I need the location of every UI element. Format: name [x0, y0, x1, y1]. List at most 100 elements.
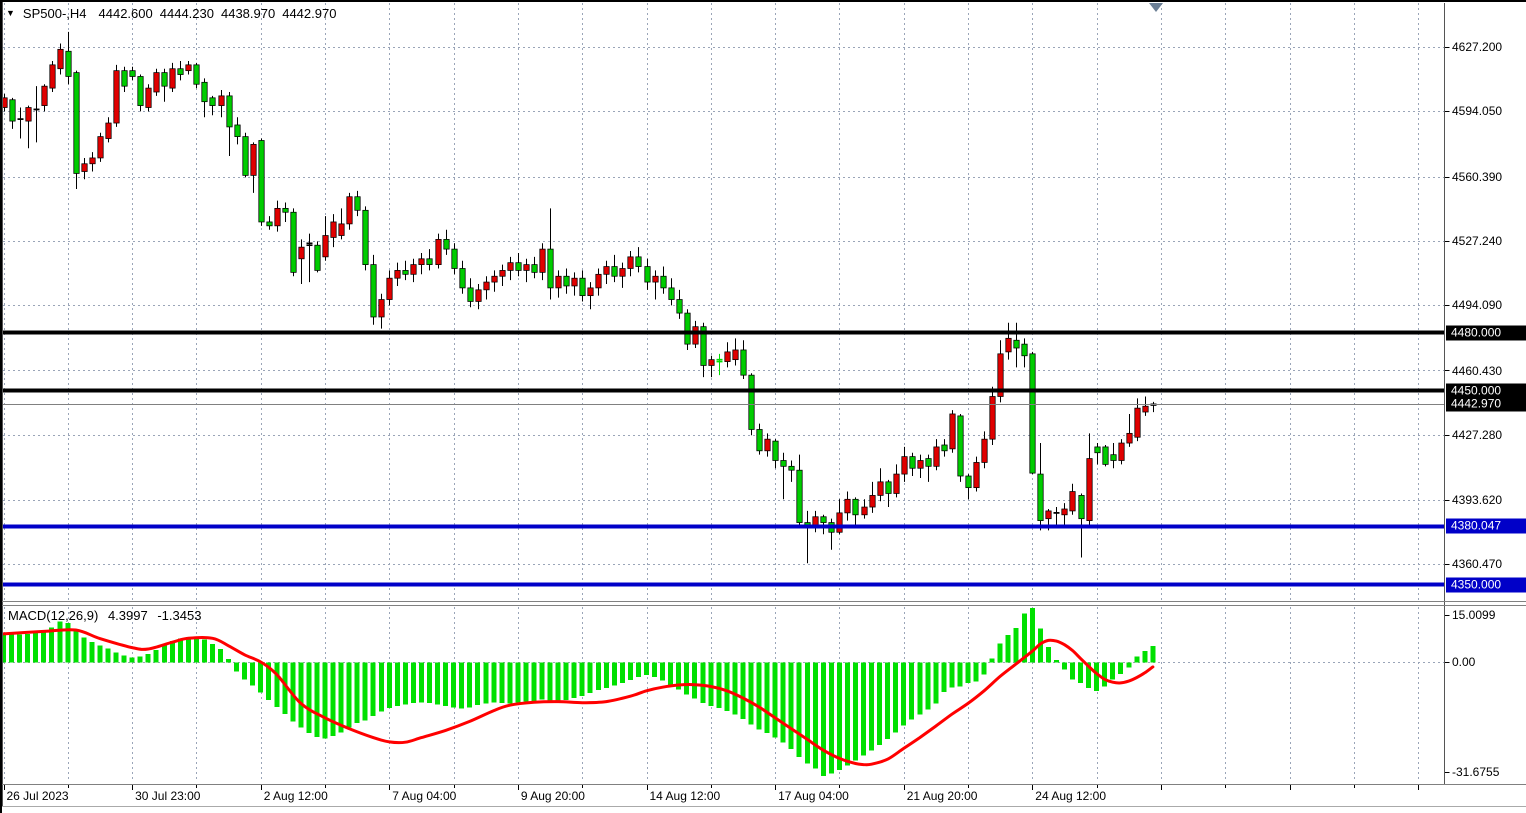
macd-histogram-bar [1013, 627, 1019, 663]
chart-shift-marker-icon[interactable] [1149, 3, 1163, 12]
macd-histogram-bar [579, 662, 585, 696]
macd-histogram-bar [1118, 662, 1124, 674]
macd-histogram-bar [386, 662, 392, 709]
macd-histogram-bar [796, 662, 802, 757]
candle-down [748, 374, 755, 430]
macd-histogram-bar [660, 662, 666, 681]
price-badge: 4442.970 [1446, 396, 1526, 412]
macd-scale-min: -31.6755 [1452, 765, 1500, 779]
candle-up [861, 506, 868, 516]
macd-histogram-bar [820, 662, 826, 776]
macd-histogram-bar [322, 662, 328, 739]
candle-down [515, 262, 522, 271]
candle-up [627, 256, 634, 269]
candle-up [113, 70, 120, 124]
macd-histogram-bar [418, 662, 424, 703]
candle-up [330, 221, 337, 238]
macd-histogram-bar [788, 662, 794, 750]
macd-histogram-bar [378, 662, 384, 712]
macd-histogram-bar [290, 662, 296, 722]
macd-histogram-bar [732, 662, 738, 715]
macd-histogram-bar [234, 662, 240, 672]
macd-histogram-bar [700, 662, 706, 704]
candle-down [426, 258, 433, 265]
candle-up [507, 262, 514, 271]
macd-histogram-bar [724, 662, 730, 711]
candle-down [1013, 339, 1020, 349]
price-axis-label: 4494.090 [1452, 298, 1503, 313]
candle-down [772, 440, 779, 461]
macd-histogram-bar [957, 662, 963, 687]
candle-down [1021, 343, 1028, 357]
candle-up [218, 95, 225, 106]
macd-histogram-bar [370, 662, 376, 716]
window-border-left [0, 0, 2, 813]
macd-histogram-bar [941, 662, 947, 692]
macd-histogram-bar [346, 662, 352, 728]
low-value: 4438.970 [220, 6, 276, 21]
candle-up [153, 72, 160, 93]
time-axis-label: 21 Aug 20:00 [906, 789, 978, 803]
candle-up [708, 359, 715, 366]
macd-histogram-bar [973, 662, 979, 682]
macd-histogram-bar [1069, 662, 1075, 680]
candle-down [234, 124, 241, 137]
macd-histogram-bar [619, 662, 625, 683]
candle-down [193, 64, 200, 85]
candle-up [917, 460, 924, 469]
time-axis-label: 30 Jul 23:00 [135, 789, 201, 803]
candle-down [370, 264, 377, 318]
macd-histogram-bar [772, 662, 778, 738]
macd-histogram-bar [451, 662, 457, 708]
macd-histogram-bar [515, 662, 521, 703]
candle-down [909, 456, 916, 469]
macd-histogram-bar [652, 662, 658, 678]
macd-histogram-bar [410, 662, 416, 704]
time-axis-label: 9 Aug 20:00 [520, 789, 585, 803]
macd-histogram-bar [756, 662, 762, 730]
candle-up [933, 446, 940, 467]
macd-histogram-bar [499, 662, 505, 704]
macd-histogram-bar [539, 662, 545, 700]
symbol-marker-icon[interactable]: ▼ [6, 7, 15, 18]
candle-up [49, 64, 56, 89]
macd-histogram-bar [475, 662, 481, 706]
macd-histogram-bar [49, 627, 55, 663]
candle-down [201, 81, 208, 103]
candle-up [57, 48, 64, 70]
macd-histogram-bar [65, 623, 71, 663]
candle-down [402, 270, 409, 275]
macd-histogram-bar [748, 662, 754, 725]
price-badge: 4480.000 [1446, 325, 1526, 340]
macd-histogram-bar [1134, 656, 1140, 663]
chart-title-bar: ▼ SP500-,H4 4442.600 4444.230 4438.970 4… [6, 6, 343, 21]
candle-up [346, 196, 353, 225]
candle-up [25, 107, 32, 122]
candle-down [242, 136, 249, 176]
candle-up [475, 289, 482, 302]
macd-histogram-bar [804, 662, 810, 764]
candle-up [185, 64, 192, 72]
candle-down [354, 196, 361, 211]
macd-histogram-bar [1094, 662, 1100, 692]
candle-down [852, 498, 859, 516]
candle-up [435, 239, 442, 265]
high-value: 4444.230 [159, 6, 214, 21]
macd-histogram-bar [716, 662, 722, 709]
macd-histogram-bar [282, 662, 288, 715]
candle-up [378, 299, 385, 318]
candle-up [555, 275, 562, 289]
candle-down [925, 458, 932, 467]
candle-up [145, 87, 152, 108]
macd-histogram-bar [1053, 660, 1059, 663]
candle-down [1094, 446, 1101, 454]
macd-histogram-bar [1110, 662, 1116, 680]
macd-histogram-bar [571, 662, 577, 698]
candle-down [266, 221, 273, 227]
candle-up [981, 438, 988, 463]
macd-histogram-bar [314, 662, 320, 737]
macd-histogram-bar [1102, 662, 1108, 687]
candle-up [274, 207, 281, 227]
macd-histogram-bar [852, 662, 858, 761]
